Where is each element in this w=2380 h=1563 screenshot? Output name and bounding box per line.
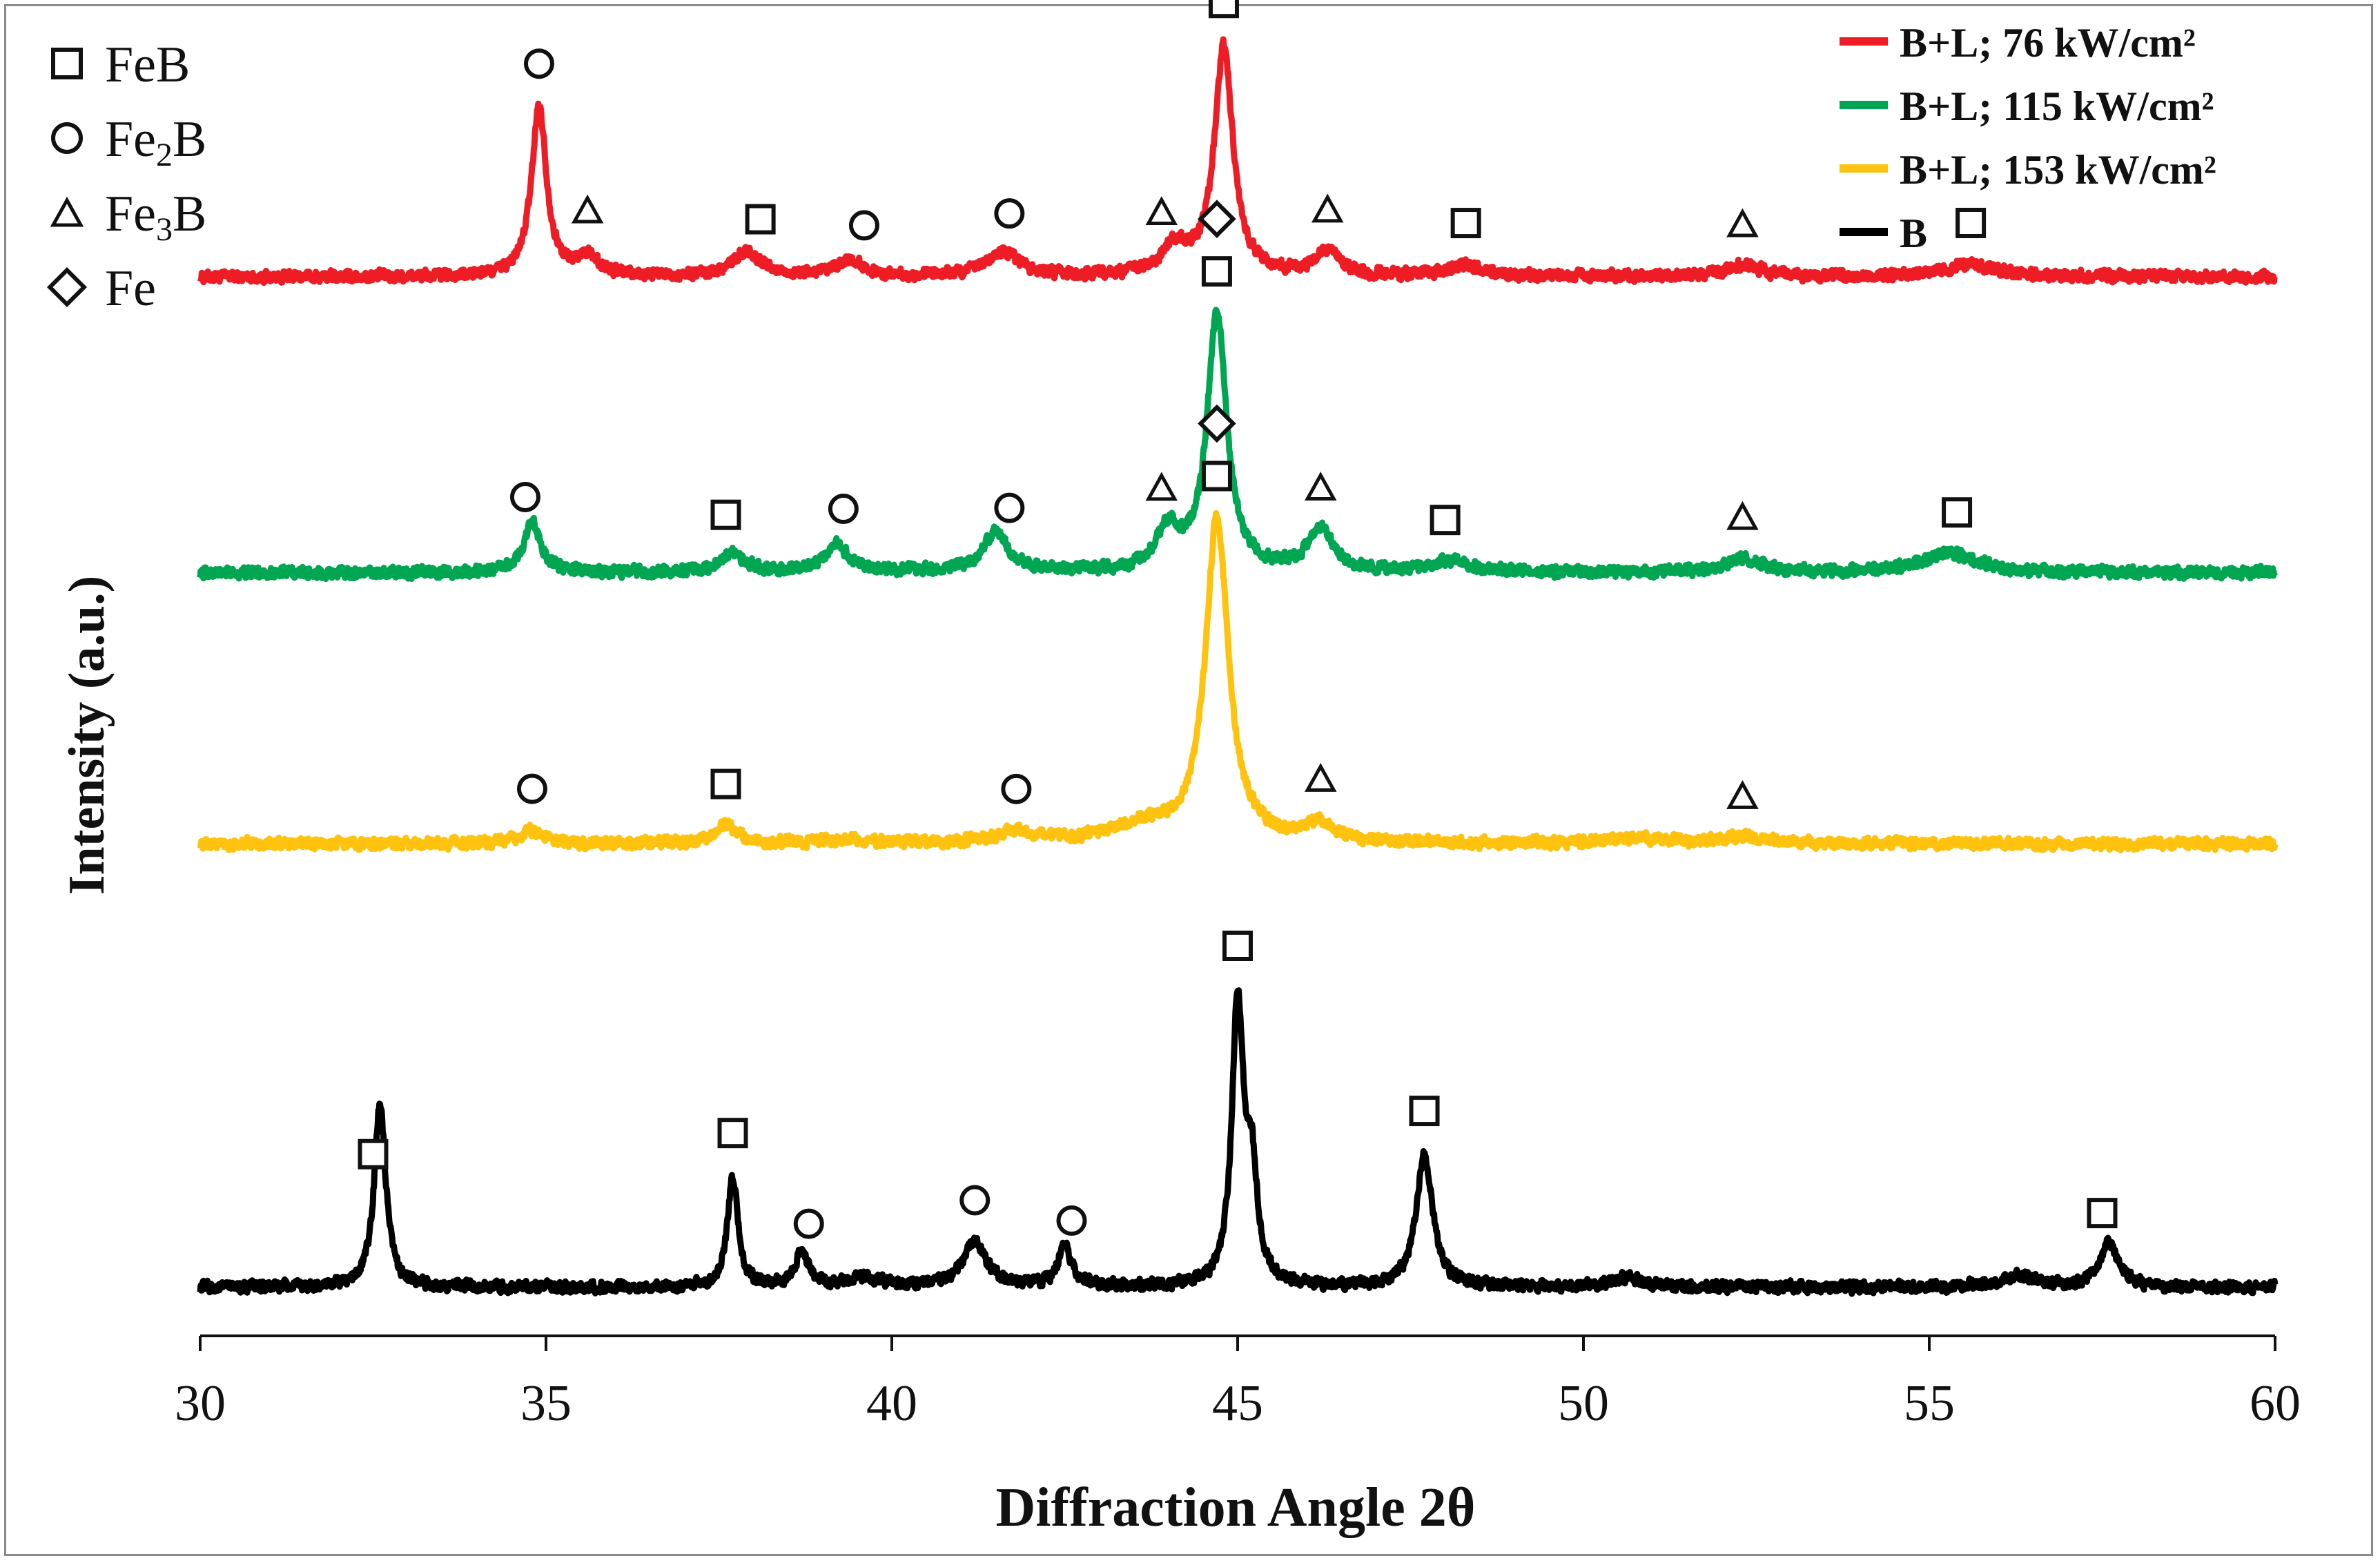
phase-legend-suffix-triangle: B	[173, 186, 206, 242]
phase-legend-symbol-square	[51, 48, 83, 79]
phase-legend-name-triangle: Fe	[105, 186, 156, 242]
phase-marker-triangle-s2-6	[1726, 779, 1759, 809]
phase-marker-triangle-s1-9	[1726, 501, 1759, 530]
phase-legend-label-diamond: Fe	[105, 260, 156, 317]
phase-marker-triangle-s1-7	[1304, 472, 1337, 501]
phase-legend-symbol-circle	[51, 122, 83, 154]
phase-legend-symbol-triangle	[50, 196, 84, 227]
phase-marker-square-s0-6	[1208, 0, 1239, 19]
phase-marker-circle-s1-3	[994, 492, 1025, 523]
phase-legend-name-square: Fe	[105, 37, 156, 93]
legend-label-2: B+L; 153 kW/cm²	[1900, 147, 2216, 193]
phase-legend-label-circle: Fe2B	[105, 111, 206, 173]
phase-marker-square-s0-11	[1955, 207, 1987, 238]
figure-frame	[4, 4, 2373, 1556]
x-tick-label-6: 60	[2250, 1375, 2301, 1432]
phase-marker-diamond-s1-6	[1198, 200, 1236, 238]
phase-marker-triangle-s0-1	[571, 194, 604, 224]
phase-marker-circle-s0-0	[523, 48, 554, 79]
series-line-1	[197, 307, 2279, 583]
x-tick-label-3: 45	[1212, 1375, 1263, 1432]
phase-marker-square-s3-6	[1409, 1096, 1440, 1127]
phase-marker-circle-s0-3	[848, 210, 879, 241]
phase-legend-label-square: FeB	[105, 37, 190, 93]
phase-marker-square-s0-2	[745, 204, 776, 235]
legend-label-3: B	[1900, 211, 1927, 256]
phase-marker-square-s1-8	[1430, 505, 1461, 536]
series-legend: B+L; 76 kW/cm² B+L; 115 kW/cm² B+L; 153 kW…	[1840, 20, 2216, 256]
y-axis-label: Intensity (a.u.)	[59, 576, 115, 895]
phase-marker-square-s3-7	[2087, 1198, 2118, 1229]
phase-marker-circle-s0-4	[994, 198, 1025, 229]
x-tick-label-0: 30	[175, 1375, 226, 1432]
x-tick-label-1: 35	[520, 1375, 572, 1432]
phase-legend-suffix-square: B	[156, 37, 190, 93]
phase-legend-name-circle: Fe	[105, 111, 156, 168]
phase-marker-triangle-s1-4	[1145, 472, 1178, 501]
phase-marker-square-s3-1	[717, 1118, 748, 1149]
x-tick-label-5: 55	[1904, 1375, 1955, 1432]
phase-marker-square-s3-0	[358, 1138, 389, 1169]
legend-label-1: B+L; 115 kW/cm²	[1900, 84, 2214, 129]
phase-marker-square-s3-5	[1222, 931, 1253, 962]
x-axis: 30 35 40 45 50 55 60	[175, 1334, 2301, 1432]
phase-legend-subscript-circle: 2	[156, 137, 173, 173]
phase-marker-square-s1-10	[1942, 497, 1973, 528]
phase-marker-diamond-s2-4	[1198, 404, 1236, 443]
phase-marker-circle-s3-3	[959, 1185, 991, 1216]
phase-marker-triangle-s0-8	[1311, 193, 1344, 223]
series-line-2	[197, 509, 2279, 854]
phase-marker-square-s1-1	[710, 499, 741, 530]
phase-legend-name-diamond: Fe	[105, 260, 156, 317]
phase-marker-square-s2-1	[710, 768, 741, 799]
series-line-0	[197, 36, 2278, 287]
phase-marker-circle-s2-0	[516, 773, 547, 804]
phase-legend-symbol-diamond	[46, 266, 88, 308]
phase-legend-subscript-triangle: 3	[156, 211, 173, 248]
phase-marker-circle-s3-2	[793, 1208, 824, 1239]
phase-marker-circle-s2-2	[1001, 773, 1032, 804]
phase-marker-square-s2-3	[1201, 460, 1232, 492]
phase-legend-label-triangle: Fe3B	[105, 186, 206, 248]
phase-marker-triangle-s0-10	[1726, 208, 1759, 237]
phase-marker-circle-s3-4	[1056, 1205, 1087, 1236]
phase-marker-square-s1-5	[1201, 256, 1232, 287]
phase-marker-circle-s1-0	[509, 481, 540, 512]
series-line-3	[197, 987, 2279, 1297]
legend-label-0: B+L; 76 kW/cm²	[1900, 20, 2196, 66]
marker-layer	[358, 0, 2118, 1239]
phase-marker-triangle-s0-5	[1145, 196, 1178, 226]
x-axis-label: Diffraction Angle 2θ	[996, 1477, 1476, 1538]
phase-marker-square-s0-9	[1450, 208, 1481, 239]
phase-marker-circle-s1-2	[828, 494, 859, 525]
x-tick-label-2: 40	[866, 1375, 917, 1432]
phase-legend-suffix-circle: B	[173, 111, 206, 168]
series-layer	[197, 36, 2279, 1297]
phase-marker-triangle-s2-5	[1304, 763, 1337, 792]
x-tick-label-4: 50	[1558, 1375, 1609, 1432]
